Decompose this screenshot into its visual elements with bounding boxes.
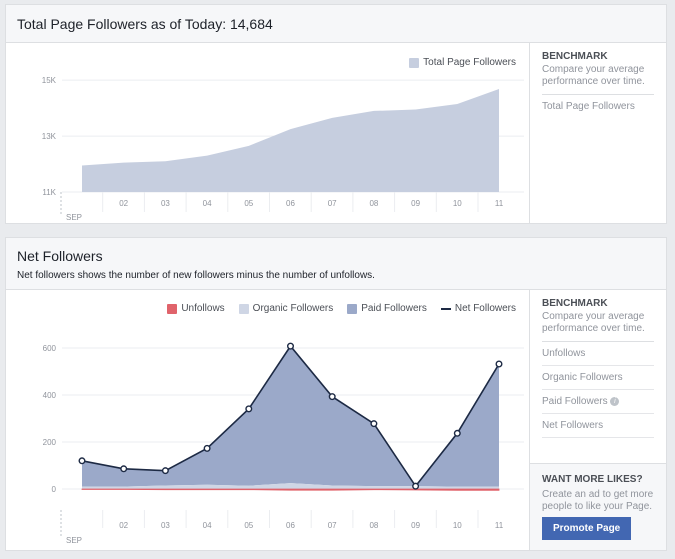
month-label: SEP — [66, 213, 82, 222]
net-followers-point — [453, 429, 461, 437]
x-tick-label: 03 — [161, 199, 170, 208]
benchmark-link-organic[interactable]: Organic Followers — [542, 366, 654, 390]
benchmark-title: BENCHMARK — [542, 298, 608, 309]
x-tick-label: 08 — [369, 199, 378, 208]
x-tick-label: 02 — [119, 521, 128, 530]
x-tick-label: 06 — [286, 521, 295, 530]
paid-swatch — [347, 303, 358, 314]
net-followers-header: Net Followers Net followers shows the nu… — [6, 238, 666, 290]
total-followers-chart: 11K 13K 15K 02 03 04 05 06 07 08 09 10 11 SEP — [42, 76, 524, 222]
benchmark-link-paid-label: Paid Followers — [542, 396, 608, 407]
y-tick-label: 15K — [42, 76, 57, 85]
promote-page-button[interactable]: Promote Page — [542, 517, 632, 540]
net-followers-point — [245, 405, 253, 413]
net-swatch — [440, 307, 451, 310]
x-tick-label: 10 — [453, 199, 462, 208]
x-tick-label: 10 — [453, 521, 462, 530]
net-followers-chart: 0 200 400 600 02 03 04 05 06 07 08 09 10 11 SEP — [43, 342, 524, 545]
total-followers-header: Total Page Followers as of Today: 14,684 — [6, 5, 666, 43]
legend-label-paid: Paid Followers — [361, 303, 427, 314]
total-followers-area — [82, 89, 499, 192]
info-icon[interactable]: i — [610, 396, 620, 406]
y-tick-label: 13K — [42, 132, 57, 141]
net-followers-point — [161, 467, 169, 475]
benchmark-link-paid[interactable]: Paid Followers i — [542, 390, 654, 414]
net-followers-point — [370, 420, 378, 428]
legend-item-unfollows[interactable]: Unfollows — [167, 303, 225, 314]
net-followers-point — [78, 457, 86, 465]
x-tick-label: 05 — [244, 521, 253, 530]
x-tick-label: 04 — [203, 521, 212, 530]
unfollows-area — [81, 488, 500, 491]
y-tick-label: 11K — [42, 188, 56, 197]
x-tick-label: 02 — [119, 199, 128, 208]
paid-followers-area — [82, 344, 499, 487]
benchmark-panel-bottom: BENCHMARK Compare your average performan… — [529, 290, 666, 550]
net-followers-title: Net Followers — [17, 248, 103, 264]
promo-title: WANT MORE LIKES? — [542, 474, 643, 485]
benchmark-link-net[interactable]: Net Followers — [542, 414, 654, 438]
net-followers-point — [120, 465, 128, 473]
net-followers-point — [328, 393, 336, 401]
x-tick-label: 11 — [495, 199, 504, 208]
x-tick-label: 07 — [328, 199, 337, 208]
x-tick-label: 04 — [203, 199, 212, 208]
benchmark-desc: Compare your average performance over ti… — [542, 64, 654, 95]
y-tick-label: 600 — [43, 344, 57, 353]
total-followers-swatch — [409, 57, 420, 68]
net-followers-desc: Net followers shows the number of new fo… — [17, 270, 375, 281]
x-tick-label: 08 — [369, 521, 378, 530]
benchmark-title: BENCHMARK — [542, 51, 608, 62]
x-tick-label: 07 — [328, 521, 337, 530]
legend-item-paid[interactable]: Paid Followers — [347, 303, 427, 314]
organic-swatch — [238, 303, 249, 314]
net-followers-card: Net Followers Net followers shows the nu… — [5, 237, 667, 551]
y-tick-label: 0 — [52, 485, 57, 494]
month-label: SEP — [66, 536, 82, 545]
net-followers-point — [495, 360, 503, 368]
x-tick-label: 03 — [161, 521, 170, 530]
legend-label-unfollows: Unfollows — [181, 303, 225, 314]
benchmark-desc: Compare your average performance over ti… — [542, 311, 654, 342]
benchmark-panel-top: BENCHMARK Compare your average performan… — [529, 43, 666, 223]
promo-desc: Create an ad to get more people to like … — [542, 489, 654, 512]
total-followers-legend: Total Page Followers — [409, 57, 516, 68]
total-followers-card: Total Page Followers as of Today: 14,684… — [5, 4, 667, 224]
x-tick-label: 11 — [495, 521, 504, 530]
legend-label-total-followers: Total Page Followers — [423, 57, 516, 68]
y-tick-label: 200 — [43, 438, 57, 447]
benchmark-link-unfollows[interactable]: Unfollows — [542, 342, 654, 366]
net-followers-legend: Unfollows Organic Followers Paid Followe… — [167, 303, 516, 314]
benchmark-link-total-followers[interactable]: Total Page Followers — [542, 101, 635, 112]
net-followers-point — [412, 482, 420, 490]
x-tick-label: 09 — [411, 199, 420, 208]
promo-panel: WANT MORE LIKES? Create an ad to get mor… — [530, 463, 666, 550]
organic-followers-area — [82, 483, 499, 489]
net-followers-point — [203, 444, 211, 452]
legend-label-organic: Organic Followers — [252, 303, 334, 314]
legend-label-net: Net Followers — [454, 303, 516, 314]
net-followers-point — [287, 342, 295, 350]
legend-item-net[interactable]: Net Followers — [440, 303, 516, 314]
y-tick-label: 400 — [43, 391, 57, 400]
unfollows-swatch — [167, 303, 178, 314]
total-followers-title: Total Page Followers as of Today: 14,684 — [17, 15, 273, 32]
x-tick-label: 05 — [244, 199, 253, 208]
x-tick-label: 09 — [411, 521, 420, 530]
legend-item-total-followers[interactable]: Total Page Followers — [409, 57, 516, 68]
legend-item-organic[interactable]: Organic Followers — [238, 303, 334, 314]
x-tick-label: 06 — [286, 199, 295, 208]
